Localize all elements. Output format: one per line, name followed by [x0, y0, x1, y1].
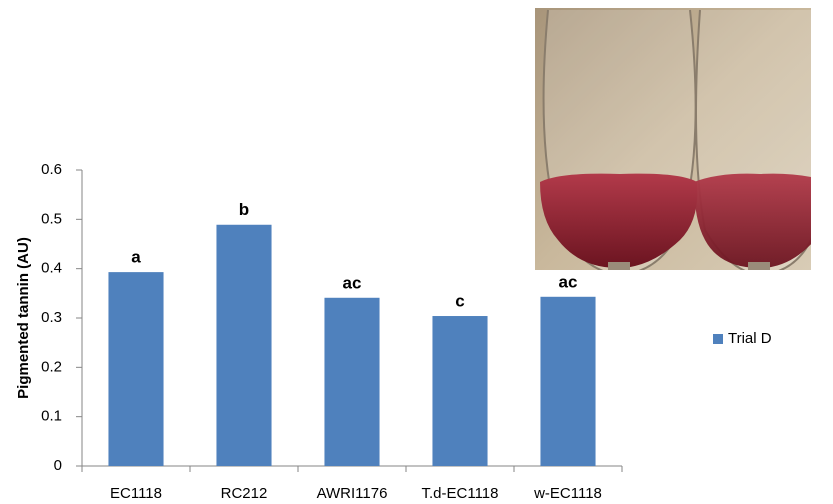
bar [540, 296, 596, 466]
significance-letter: a [131, 248, 141, 267]
x-tick-label: w-EC1118 [533, 485, 602, 502]
y-tick-label: 0.6 [41, 161, 62, 178]
y-tick-label: 0.3 [41, 309, 62, 326]
bar [108, 272, 164, 466]
bar [432, 316, 488, 466]
significance-letter: b [239, 200, 249, 219]
x-tick-label: RC212 [221, 485, 268, 502]
y-tick-label: 0 [54, 457, 62, 474]
wine-photo [535, 8, 811, 270]
significance-letter: ac [559, 272, 578, 291]
bar [216, 224, 272, 466]
y-axis-label: Pigmented tannin (AU) [15, 237, 32, 399]
significance-letter: ac [343, 273, 362, 292]
bar [324, 297, 380, 466]
legend-swatch [713, 334, 723, 344]
y-tick-label: 0.1 [41, 408, 62, 425]
x-tick-label: EC1118 [110, 485, 162, 502]
y-tick-label: 0.4 [41, 260, 62, 277]
y-tick-label: 0.5 [41, 210, 62, 227]
legend-label: Trial D [728, 330, 772, 347]
y-tick-label: 0.2 [41, 358, 62, 375]
significance-letter: c [455, 292, 464, 311]
x-tick-label: T.d-EC1118 [422, 485, 499, 502]
x-tick-label: AWRI1176 [317, 485, 388, 502]
